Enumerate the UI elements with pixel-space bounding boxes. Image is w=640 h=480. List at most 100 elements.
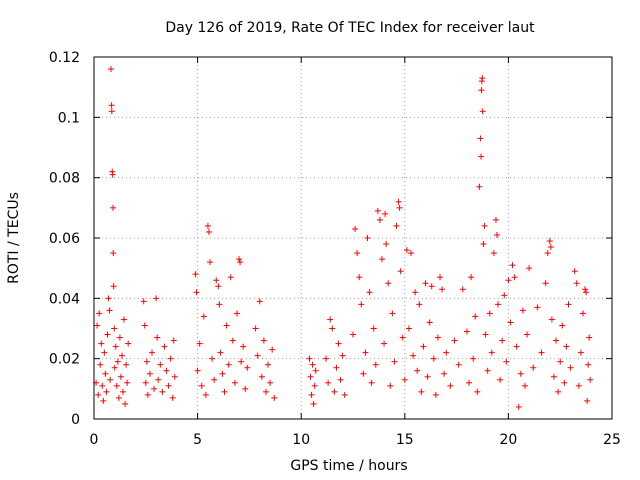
- data-point: [385, 280, 392, 287]
- data-point: [470, 355, 477, 362]
- data-point: [434, 334, 441, 341]
- data-point: [95, 391, 102, 398]
- data-point: [108, 102, 115, 109]
- data-point: [573, 280, 580, 287]
- data-point: [100, 397, 107, 404]
- data-point: [98, 340, 105, 347]
- data-point: [482, 331, 489, 338]
- data-point: [584, 397, 591, 404]
- data-point: [362, 349, 369, 356]
- data-point: [169, 394, 176, 401]
- data-point: [306, 355, 313, 362]
- data-point: [258, 373, 265, 380]
- axis-ticks: 0 5 10 15 20 25 0 0.02 0.04 0.06 0.08 0.1 0.12: [49, 50, 621, 448]
- y-tick-label: 0.1: [58, 110, 80, 126]
- data-point: [271, 394, 278, 401]
- data-point: [207, 259, 214, 266]
- data-point: [229, 337, 236, 344]
- data-point: [486, 310, 493, 317]
- data-point: [410, 352, 417, 359]
- data-point: [477, 135, 484, 142]
- data-point: [479, 108, 486, 115]
- data-point: [260, 337, 267, 344]
- data-point: [99, 382, 106, 389]
- data-point: [396, 204, 403, 211]
- data-point: [548, 316, 555, 323]
- data-point: [484, 367, 491, 374]
- data-point: [103, 388, 110, 395]
- data-point: [391, 358, 398, 365]
- x-axis-label: GPS time / hours: [290, 458, 407, 474]
- data-point: [167, 355, 174, 362]
- data-point: [555, 388, 562, 395]
- data-points: [93, 66, 594, 410]
- data-point: [519, 307, 526, 314]
- data-point: [372, 361, 379, 368]
- data-point: [110, 250, 117, 257]
- data-point: [161, 343, 168, 350]
- data-point: [120, 388, 127, 395]
- data-point: [204, 222, 211, 229]
- data-point: [202, 391, 209, 398]
- data-point: [521, 382, 528, 389]
- data-point: [213, 277, 220, 284]
- data-point: [364, 235, 371, 241]
- data-point: [337, 376, 344, 383]
- data-point: [530, 364, 537, 371]
- data-point: [420, 343, 427, 350]
- data-point: [561, 379, 568, 386]
- data-point: [503, 358, 510, 365]
- data-point: [163, 367, 170, 374]
- y-tick-label: 0.02: [49, 352, 80, 368]
- data-point: [403, 247, 410, 254]
- data-point: [550, 373, 557, 380]
- data-point: [405, 325, 412, 332]
- data-point: [223, 322, 230, 329]
- data-point: [478, 153, 485, 160]
- data-point: [389, 310, 396, 317]
- data-point: [399, 334, 406, 341]
- data-point: [474, 388, 481, 395]
- y-axis-label: ROTI / TECUs: [6, 192, 22, 284]
- data-point: [142, 379, 149, 386]
- data-point: [217, 349, 224, 356]
- data-point: [211, 376, 218, 383]
- data-point: [252, 325, 259, 332]
- data-point: [368, 379, 375, 386]
- data-point: [339, 352, 346, 359]
- data-point: [538, 349, 545, 356]
- data-point: [382, 210, 389, 217]
- data-point: [424, 373, 431, 380]
- data-point: [225, 361, 232, 368]
- data-point: [513, 343, 520, 350]
- data-point: [524, 331, 531, 338]
- data-point: [108, 108, 115, 115]
- data-point: [116, 334, 123, 341]
- data-point: [583, 289, 590, 296]
- data-point: [153, 295, 160, 302]
- data-point: [492, 216, 499, 223]
- data-point: [110, 283, 117, 290]
- data-point: [542, 280, 549, 287]
- data-point: [157, 361, 164, 368]
- data-point: [341, 391, 348, 398]
- data-point: [125, 340, 132, 347]
- data-point: [468, 274, 475, 281]
- data-point: [122, 400, 129, 407]
- data-point: [196, 340, 203, 347]
- data-point: [216, 301, 223, 308]
- data-point: [575, 382, 582, 389]
- data-point: [219, 370, 226, 377]
- data-point: [118, 352, 125, 359]
- data-point: [254, 352, 261, 359]
- data-point: [494, 231, 501, 238]
- data-point: [546, 238, 553, 245]
- data-point: [267, 379, 274, 386]
- data-point: [350, 331, 356, 338]
- data-point: [94, 322, 101, 329]
- data-point: [331, 388, 338, 395]
- data-point: [547, 244, 554, 251]
- data-point: [256, 298, 263, 305]
- data-point: [437, 274, 444, 281]
- data-point: [307, 373, 314, 380]
